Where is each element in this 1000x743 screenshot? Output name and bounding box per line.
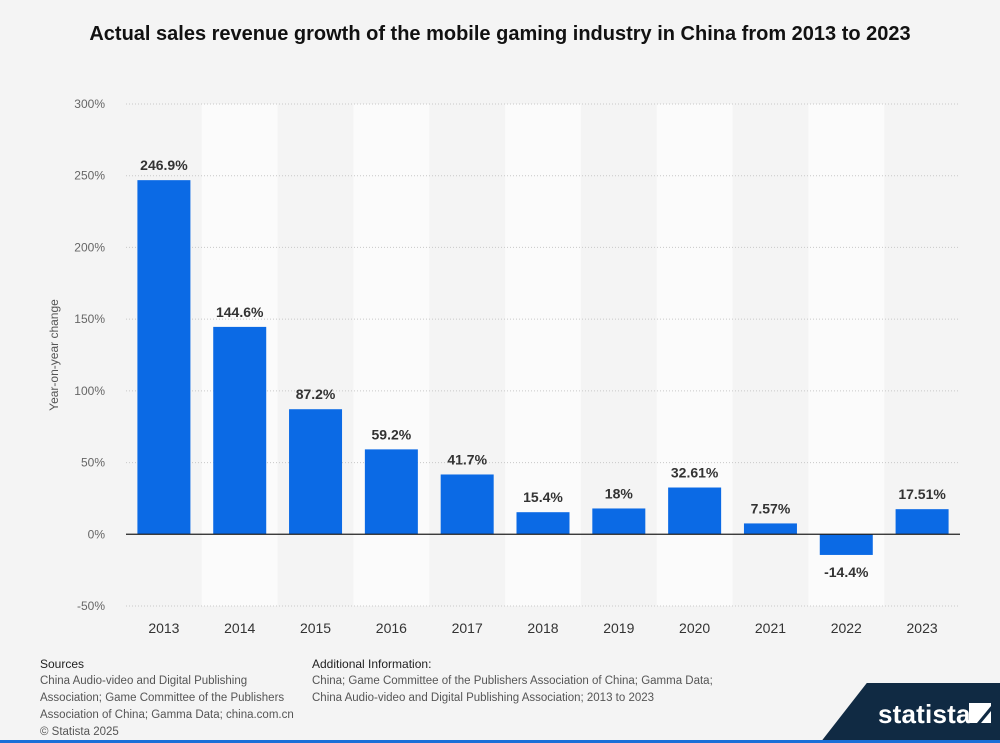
bar-2021[interactable] [743,523,797,535]
data-label: -14.4% [824,564,869,580]
data-label: 59.2% [372,426,412,442]
y-tick-label: 150% [74,312,105,326]
x-axis-ticks: 2013 2014 2015 2016 2017 2018 2019 2020 2021 2022… [148,620,938,636]
copyright: © Statista 2025 [40,726,119,738]
bar-2019[interactable] [592,508,646,535]
bar-2018[interactable] [516,512,570,535]
chart-title: Actual sales revenue growth of the mobil… [89,23,911,45]
x-tick-label: 2016 [376,620,407,636]
bar-2013[interactable] [137,180,191,535]
statista-flag-icon [969,703,991,723]
bar-2015[interactable] [289,409,343,535]
data-label: 17.51% [898,486,946,502]
bar-2016[interactable] [364,449,418,535]
y-tick-label: 100% [74,384,105,398]
x-tick-label: 2014 [224,620,255,636]
y-tick-label: 300% [74,97,105,111]
data-label: 41.7% [447,451,487,467]
bar-2023[interactable] [895,509,949,535]
data-labels: 246.9% 144.6% 87.2% 59.2% 41.7% 15.4% 18% 32.61… [140,157,946,580]
y-tick-label: 50% [81,456,105,470]
y-tick-label: 0% [88,527,106,541]
data-label: 7.57% [751,500,791,516]
x-tick-label: 2019 [603,620,634,636]
additional-info-text: China; Game Committee of the Publishers … [312,675,713,704]
y-tick-label: 250% [74,169,105,183]
bottom-accent-line [0,740,1000,743]
bars [137,180,949,555]
data-label: 32.61% [671,465,719,481]
column-band [808,104,885,606]
data-label: 246.9% [140,157,188,173]
x-tick-label: 2015 [300,620,331,636]
bar-2020[interactable] [668,487,722,535]
x-tick-label: 2020 [679,620,710,636]
y-axis-label: Year-on-year change [47,299,61,411]
statista-brand-badge[interactable]: statista [820,683,1000,743]
sources-heading: Sources [40,657,85,671]
data-label: 144.6% [216,304,264,320]
brand-name: statista [878,699,971,729]
additional-info-heading: Additional Information: [312,657,432,671]
y-tick-label: -50% [77,599,105,613]
x-tick-label: 2013 [148,620,179,636]
x-tick-label: 2018 [527,620,558,636]
y-tick-label: 200% [74,240,105,254]
bar-2014[interactable] [213,326,267,535]
bar-chart: -50% 0% 50% 100% 150% 200% 250% 300% Year-on-ye… [47,97,960,636]
bar-2017[interactable] [440,474,494,535]
data-label: 18% [605,485,634,501]
data-label: 87.2% [296,386,336,402]
data-label: 15.4% [523,489,563,505]
x-tick-label: 2022 [831,620,862,636]
additional-info-block: Additional Information: China; Game Comm… [312,656,722,707]
x-tick-label: 2017 [452,620,483,636]
sources-block: Sources China Audio-video and Digital Pu… [40,656,310,741]
bar-2022[interactable] [819,534,873,555]
sources-text: China Audio-video and Digital Publishing… [40,675,294,721]
x-tick-label: 2021 [755,620,786,636]
x-tick-label: 2023 [907,620,938,636]
y-axis-ticks: -50% 0% 50% 100% 150% 200% 250% 300% [74,97,105,613]
